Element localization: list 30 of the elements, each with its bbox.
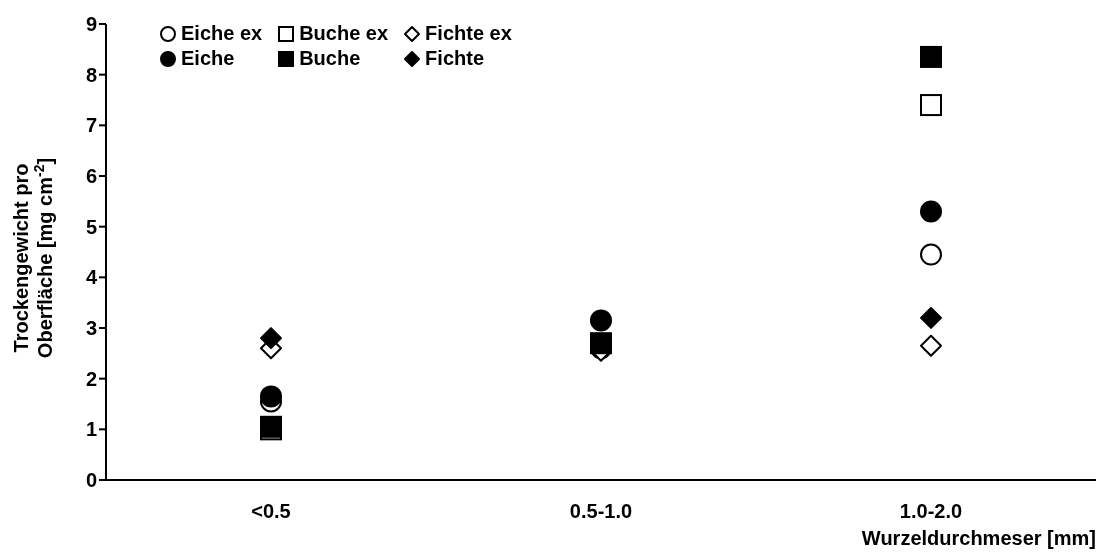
- point: [920, 45, 942, 68]
- y-tick-label: 2: [85, 367, 97, 390]
- point: [920, 334, 942, 357]
- legend-label: Buche: [299, 47, 361, 70]
- y-tick-label: 1: [85, 418, 97, 441]
- point: [260, 327, 282, 350]
- x-tick-label: <0.5: [251, 500, 291, 522]
- y-tick-label: 6: [85, 165, 97, 188]
- x-tick-label: 1.0-2.0: [899, 500, 963, 522]
- point: [260, 385, 282, 408]
- y-tick-label: 7: [85, 114, 97, 137]
- x-axis-title: Wurzeldurchmeser [mm]: [861, 527, 1096, 550]
- legend-label: Eiche ex: [181, 22, 263, 45]
- x-tick-label: 0.5-1.0: [569, 500, 633, 522]
- point: [920, 200, 942, 223]
- legend-label: Eiche: [181, 47, 235, 70]
- point: [590, 309, 612, 332]
- legend-label: Fichte: [425, 47, 485, 70]
- legend-label: Buche ex: [299, 22, 389, 45]
- y-tick-label: 9: [85, 13, 97, 36]
- y-tick-label: 4: [85, 266, 98, 289]
- point: [920, 94, 942, 117]
- y-tick-label: 8: [85, 63, 97, 86]
- y-tick-label: 3: [85, 317, 97, 340]
- y-tick-label: 5: [85, 215, 97, 238]
- point: [590, 332, 612, 355]
- y-tick-label: 0: [85, 469, 97, 492]
- point: [920, 243, 942, 266]
- point: [920, 306, 942, 329]
- legend-label: Fichte ex: [425, 22, 512, 45]
